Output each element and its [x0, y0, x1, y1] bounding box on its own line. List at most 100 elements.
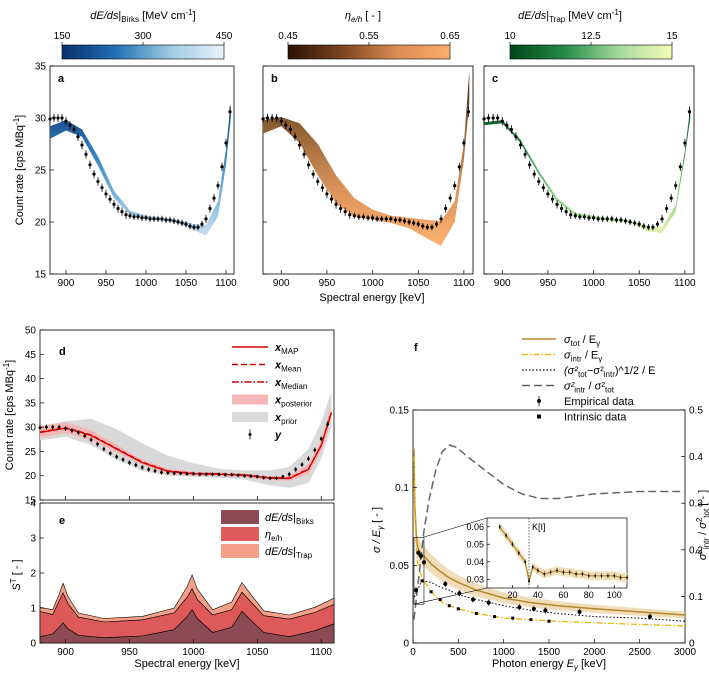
data-point [466, 110, 471, 114]
data-point [104, 192, 108, 196]
stacked-area [39, 609, 335, 644]
ylabel-f: σ / Eγ [ - ] [371, 507, 385, 553]
colorbar-a-ticks: 150 300 450 [54, 31, 233, 45]
colorbar-tick-label: 450 [216, 31, 233, 42]
intrinsic-point [511, 616, 515, 620]
legend-label-main: σ [564, 350, 571, 362]
data-point [541, 186, 545, 190]
data-point [389, 217, 393, 221]
data-point [674, 184, 678, 188]
y-tick-label: 20 [35, 218, 47, 229]
data-point [416, 222, 420, 226]
legend-e: dE/ds|Birks ηe/h dE/ds| Trap [221, 510, 314, 560]
data-point [108, 197, 112, 201]
data-point [255, 475, 259, 479]
inset-x-tick-label: 40 [533, 590, 543, 600]
legend-label-tail: )^1/2 / E [615, 365, 656, 377]
data-point [578, 215, 582, 219]
y-tick-label: 15 [35, 270, 47, 281]
legend-label: xMAP [274, 342, 298, 356]
data-point [370, 216, 375, 220]
inset-point [626, 576, 628, 579]
data-point [393, 218, 397, 222]
data-point [88, 163, 92, 167]
data-point [220, 165, 224, 169]
legend-label-sub: Trap [296, 551, 313, 560]
legend-marker [248, 433, 252, 436]
data-point [637, 222, 641, 226]
data-point [357, 215, 361, 219]
data-point [140, 466, 144, 469]
data-point [329, 197, 334, 201]
legend-swatch [232, 394, 268, 405]
x-tick-label: 900 [57, 647, 74, 658]
intrinsic-point [420, 579, 424, 583]
legend-label: dE/ds|Birks [265, 512, 314, 526]
empirical-point [443, 581, 448, 586]
data-point [192, 225, 196, 229]
y-tick-label: 30 [25, 423, 37, 434]
data-point [44, 425, 48, 429]
x-tick-label: 2500 [629, 647, 652, 658]
data-point [164, 218, 168, 222]
legend-label-main: x [274, 395, 282, 407]
envelope-band [484, 107, 691, 234]
plot-e: 900 950 1000 1050 1100 0 1 2 3 4 [30, 499, 335, 658]
legend-label-bar: | [293, 512, 296, 524]
data-point [619, 218, 623, 222]
legend-label-sub: Mean [281, 365, 301, 374]
data-point [665, 206, 669, 211]
data-point [660, 217, 664, 221]
data-point [124, 213, 128, 217]
y-tick-label: 15 [25, 496, 37, 507]
data-point [153, 469, 157, 473]
data-point [610, 217, 614, 221]
legend-label-rest-sub: γ [596, 339, 600, 348]
data-point [500, 119, 504, 123]
legend-label-sub: MAP [281, 347, 298, 356]
data-point [196, 225, 200, 229]
data-point [587, 216, 591, 220]
legend-label-rest-sub: intr [604, 370, 615, 379]
x-tick-label: 1050 [246, 647, 269, 658]
data-point [326, 422, 330, 426]
inset-point [517, 552, 520, 554]
data-point [92, 172, 96, 176]
data-point [430, 225, 434, 229]
data-point [211, 472, 214, 476]
data-point [523, 152, 527, 156]
data-point [651, 225, 655, 229]
data-point [72, 127, 76, 132]
intrinsic-point [447, 604, 451, 608]
legend-label-main: η [265, 529, 271, 541]
ylabel-d: Count rate [cps MBq-1] [2, 360, 16, 470]
legend-label: σtot / Eγ [564, 334, 600, 348]
legend-label-rest-sub: γ [598, 355, 602, 364]
data-point [334, 202, 338, 206]
panel-label-d: d [59, 346, 66, 358]
legend-label-main: dE/ds [265, 512, 294, 524]
data-point [505, 123, 509, 127]
colorbar-a-title: dE/ds|Birks [MeV cm-1] [90, 8, 195, 24]
plot-b: 900 950 1000 1050 1100 [261, 65, 475, 289]
data-point [569, 213, 573, 217]
xlabel-e: Spectral energy [keV] [134, 658, 239, 670]
inset-x-tick-label: 60 [558, 590, 568, 600]
legend-label-rest-sub: tot [605, 386, 615, 395]
data-point [76, 431, 80, 434]
data-point [316, 179, 320, 184]
data-point [434, 222, 439, 226]
data-point [509, 127, 513, 132]
data-point [687, 110, 692, 114]
x-tick-label: 950 [319, 278, 336, 289]
data-point [402, 219, 407, 223]
y-tick-label: 35 [25, 398, 37, 409]
legend-label-main: x [274, 342, 282, 354]
empirical-point [418, 554, 423, 559]
data-point [528, 163, 532, 167]
legend-label: ηe/h [265, 529, 282, 543]
empirical-point [486, 600, 491, 605]
y-tick-label: 0.05 [390, 561, 410, 572]
data-point [361, 215, 366, 219]
y2-tick-label: 0.4 [689, 452, 703, 463]
